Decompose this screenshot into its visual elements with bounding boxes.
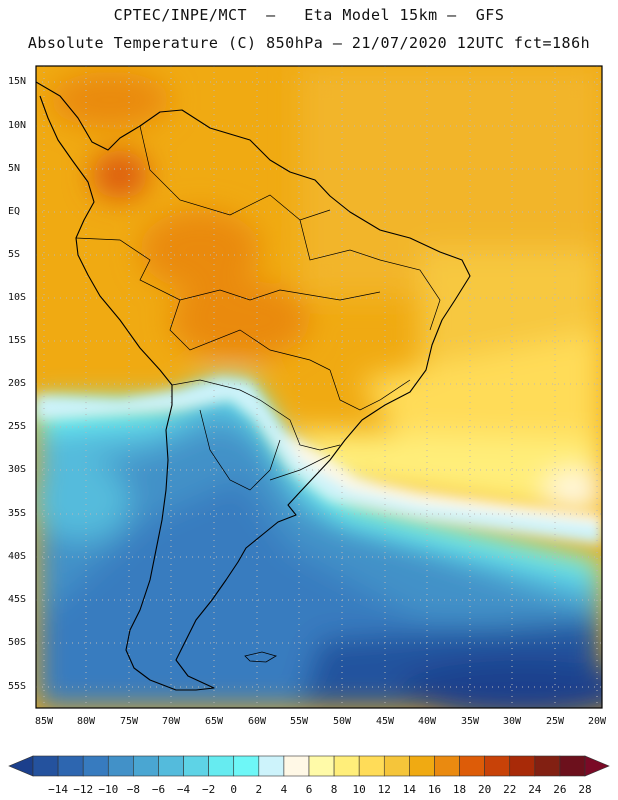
colorbar-box — [107, 755, 134, 777]
colorbar-tick-label: 26 — [553, 783, 567, 796]
temperature-field — [36, 66, 602, 708]
lon-label: 80W — [76, 716, 96, 727]
colorbar-box — [32, 755, 59, 777]
colorbar-box — [158, 755, 184, 777]
lat-label: 10S — [8, 292, 27, 303]
south-america-coastline — [36, 81, 471, 691]
colorbar-box — [559, 755, 586, 777]
colorbar-tick-label: −6 — [151, 783, 166, 796]
colorbar-box — [233, 755, 260, 777]
colorbar-tick-label: −4 — [176, 783, 191, 796]
colorbar-box — [183, 755, 209, 777]
lat-label: 30S — [8, 464, 27, 475]
colorbar-box — [484, 755, 511, 777]
lon-label: 55W — [289, 716, 309, 727]
lat-label: 25S — [8, 421, 27, 432]
colorbar-tick-label: −12 — [73, 783, 94, 796]
lat-label: 20S — [8, 378, 27, 389]
lat-label: 35S — [8, 508, 27, 519]
lat-label: 5S — [8, 249, 21, 260]
lon-label: 20W — [587, 716, 607, 727]
colorbar-box — [534, 755, 561, 777]
colorbar-tick-label: 14 — [402, 783, 416, 796]
colorbar-arrow-low — [8, 755, 34, 777]
colorbar-box — [133, 755, 159, 777]
falkland-islands — [244, 651, 277, 663]
colorbar-tick-label: 16 — [427, 783, 442, 796]
colorbar-tick-label: 8 — [330, 783, 338, 796]
lon-label: 70W — [161, 716, 181, 727]
lon-label: 65W — [204, 716, 224, 727]
colorbar-box — [308, 755, 335, 777]
lat-label: 55S — [8, 681, 27, 692]
lat-label: 50S — [8, 637, 27, 648]
colorbar — [8, 755, 610, 777]
colorbar-tick-label: −2 — [202, 783, 216, 796]
lat-label: 40S — [8, 551, 27, 562]
colorbar-box — [283, 755, 310, 777]
colorbar-tick-label: 18 — [452, 783, 467, 796]
lon-label: 50W — [332, 716, 352, 727]
lon-label: 60W — [247, 716, 267, 727]
colorbar-tick-label: −14 — [48, 783, 69, 796]
colorbar-tick-label: 22 — [503, 783, 517, 796]
colorbar-tick-label: 0 — [230, 783, 238, 796]
colorbar-tick-label: 10 — [352, 783, 366, 796]
lon-label: 85W — [34, 716, 54, 727]
colorbar-tick-label: 4 — [280, 783, 288, 796]
colorbar-box — [208, 755, 235, 777]
colorbar-box — [82, 755, 109, 777]
colorbar-box — [509, 755, 536, 777]
colorbar-tick-label: 6 — [305, 783, 313, 796]
colorbar-tick-label: −8 — [126, 783, 140, 796]
country-borders — [75, 125, 441, 491]
colorbar-tick-label: 2 — [255, 783, 263, 796]
colorbar-arrow-high — [584, 755, 610, 777]
colorbar-box — [459, 755, 485, 777]
colorbar-tick-label: 24 — [528, 783, 542, 796]
lon-label: 30W — [502, 716, 522, 727]
colorbar-box — [333, 755, 360, 777]
colorbar-box — [57, 755, 84, 777]
lat-label: 15N — [8, 76, 27, 87]
lon-label: 40W — [417, 716, 437, 727]
lon-label: 25W — [545, 716, 565, 727]
graticule — [36, 66, 602, 708]
lat-label: 15S — [8, 335, 27, 346]
lat-label: 45S — [8, 594, 27, 605]
lon-label: 35W — [460, 716, 480, 727]
lat-label: 10N — [8, 120, 27, 131]
colorbar-tick-label: 20 — [478, 783, 492, 796]
chart-title-line-2: Absolute Temperature (C) 850hPa – 21/07/… — [27, 34, 591, 52]
lat-label: EQ — [8, 206, 21, 217]
lon-label: 75W — [119, 716, 139, 727]
lon-label: 45W — [375, 716, 395, 727]
map-frame — [35, 65, 603, 709]
colorbar-box — [358, 755, 385, 777]
lat-label: 5N — [8, 163, 21, 174]
colorbar-box — [258, 755, 285, 777]
colorbar-tick-label: 28 — [578, 783, 592, 796]
colorbar-tick-label: −10 — [98, 783, 119, 796]
chart-title-line-1: CPTEC/INPE/MCT – Eta Model 15km – GFS — [113, 6, 505, 24]
colorbar-box — [434, 755, 460, 777]
colorbar-tick-label: 12 — [377, 783, 391, 796]
colorbar-box — [383, 755, 410, 777]
colorbar-box — [409, 755, 435, 777]
